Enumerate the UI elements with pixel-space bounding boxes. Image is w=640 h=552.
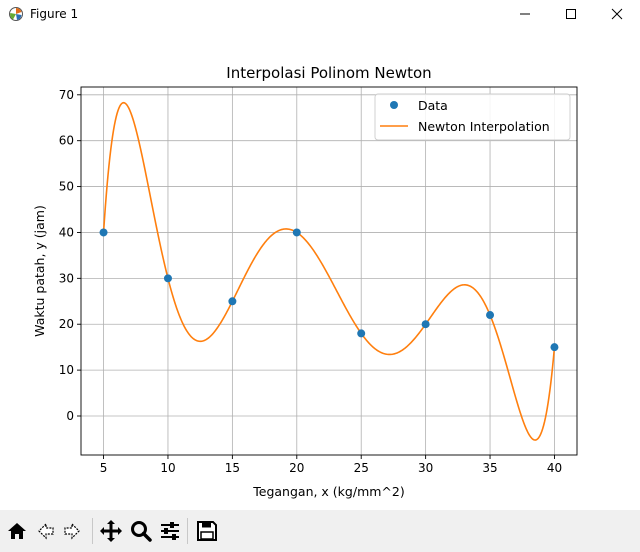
arrow-right-icon xyxy=(64,522,80,540)
move-icon xyxy=(100,520,122,542)
zoom-button[interactable] xyxy=(128,518,154,544)
x-tick-label: 15 xyxy=(225,461,240,475)
sliders-icon xyxy=(161,522,179,540)
matplotlib-figure-icon xyxy=(9,7,23,21)
newton-interpolation-line xyxy=(102,101,556,441)
x-tick-label: 30 xyxy=(418,461,433,475)
data-point xyxy=(550,343,559,352)
x-tick-label: 40 xyxy=(547,461,562,475)
data-point xyxy=(486,311,495,320)
x-tick-label: 20 xyxy=(289,461,304,475)
x-tick-label: 10 xyxy=(160,461,175,475)
window-titlebar: Figure 1 xyxy=(0,0,640,28)
minimize-icon xyxy=(520,13,530,15)
x-tick-label: 5 xyxy=(100,461,108,475)
minimize-button[interactable] xyxy=(502,0,548,28)
maximize-icon xyxy=(566,9,576,19)
y-tick-label: 10 xyxy=(59,363,74,377)
save-button[interactable] xyxy=(194,518,220,544)
legend-label-newton: Newton Interpolation xyxy=(418,119,550,134)
toolbar-separator xyxy=(92,518,93,544)
legend-marker-data xyxy=(390,101,398,109)
home-button[interactable] xyxy=(4,518,30,544)
chart[interactable]: 5 10 15 20 25 30 35 40 0 10 20 30 40 50 60 70 Interpolas… xyxy=(0,28,640,510)
y-tick-label: 50 xyxy=(59,180,74,194)
toolbar-separator xyxy=(187,518,188,544)
y-tick-label: 40 xyxy=(59,225,74,239)
legend-label-data: Data xyxy=(418,98,448,113)
pan-button[interactable] xyxy=(98,518,124,544)
x-tick-label: 35 xyxy=(482,461,497,475)
configure-subplots-button[interactable] xyxy=(157,518,183,544)
forward-button[interactable] xyxy=(60,518,86,544)
y-axis-label: Waktu patah, y (jam) xyxy=(32,205,47,337)
data-point xyxy=(228,297,237,306)
data-point xyxy=(99,228,108,237)
navigation-toolbar xyxy=(0,510,640,552)
y-tick-label: 30 xyxy=(59,271,74,285)
axes-frame xyxy=(80,86,578,456)
magnifier-icon xyxy=(131,521,152,542)
y-tick-label: 70 xyxy=(59,88,74,102)
data-point xyxy=(357,329,366,338)
data-point xyxy=(421,320,430,329)
maximize-button[interactable] xyxy=(548,0,594,28)
close-button[interactable] xyxy=(594,0,640,28)
figure-canvas[interactable]: 5 10 15 20 25 30 35 40 0 10 20 30 40 50 60 70 Interpolas… xyxy=(0,28,640,510)
back-button[interactable] xyxy=(32,518,58,544)
y-tick-label: 20 xyxy=(59,317,74,331)
legend-box xyxy=(374,93,571,141)
x-axis-label: Tegangan, x (kg/mm^2) xyxy=(252,484,404,499)
arrow-left-icon xyxy=(38,522,54,540)
window-title: Figure 1 xyxy=(30,7,79,21)
save-icon xyxy=(197,521,217,541)
chart-title: Interpolasi Polinom Newton xyxy=(226,64,431,82)
y-tick-label: 0 xyxy=(66,409,74,423)
data-point xyxy=(163,274,172,283)
close-icon xyxy=(611,8,623,20)
data-point xyxy=(292,228,301,237)
x-tick-label: 25 xyxy=(354,461,369,475)
y-tick-label: 60 xyxy=(59,134,74,148)
home-icon xyxy=(8,523,26,539)
